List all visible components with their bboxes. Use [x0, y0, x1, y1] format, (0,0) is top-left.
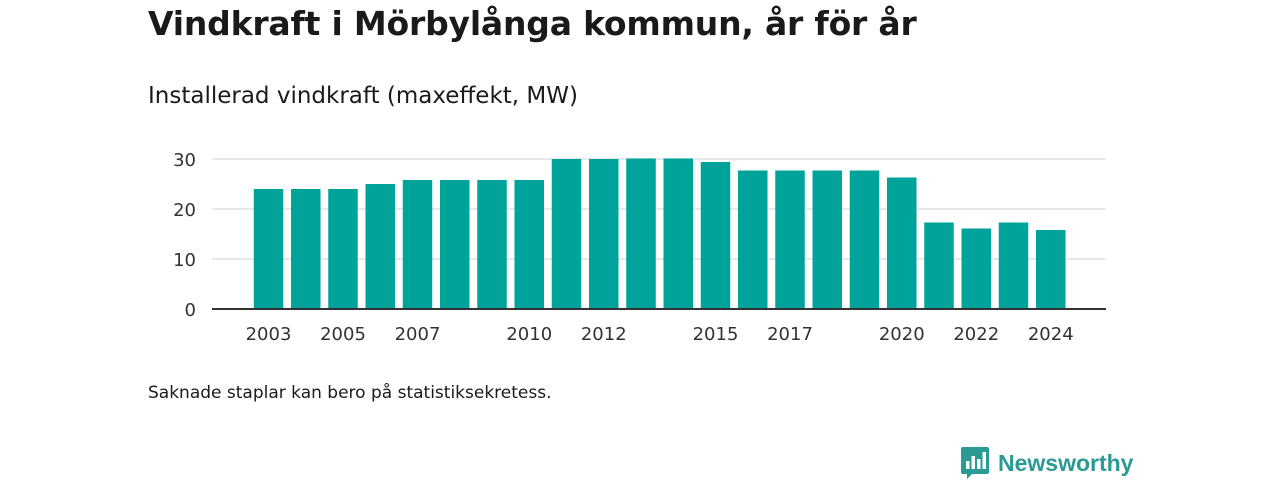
- gridlines: [212, 158, 1106, 260]
- bar-2011: [551, 159, 582, 309]
- bar-2009: [477, 180, 507, 309]
- bar-2020: [887, 177, 917, 309]
- bar-2012: [589, 159, 619, 309]
- bar-2006: [365, 184, 395, 309]
- bar-2016: [738, 170, 768, 309]
- footnote: Saknade staplar kan bero på statistiksek…: [148, 383, 552, 403]
- bar-2022: [961, 228, 991, 309]
- bar-2008: [440, 180, 470, 309]
- bar-2010: [514, 180, 544, 309]
- x-tick-label: 2003: [246, 324, 292, 345]
- y-tick-label: 30: [173, 150, 196, 171]
- x-tick-label: 2024: [1028, 324, 1074, 345]
- chart-title: Vindkraft i Mörbylånga kommun, år för år: [148, 4, 917, 43]
- x-tick-label: 2015: [693, 324, 739, 345]
- x-tick-label: 2007: [395, 324, 441, 345]
- chart-subtitle: Installerad vindkraft (maxeffekt, MW): [148, 83, 578, 109]
- brand-logo[interactable]: Newsworthy: [960, 446, 1133, 480]
- bar-2007: [402, 180, 433, 309]
- bars: [253, 158, 1066, 309]
- x-tick-label: 2017: [767, 324, 813, 345]
- bar-2014: [663, 158, 693, 309]
- x-tick-label: 2022: [953, 324, 999, 345]
- x-tick-labels: 2003 2005 2007 2010 2012 2015 2017 2020 2022 2024: [246, 324, 1074, 345]
- y-tick-label: 20: [173, 200, 196, 221]
- bar-2018: [812, 170, 842, 309]
- bar-2005: [328, 189, 358, 309]
- bar-2003: [253, 189, 284, 309]
- bar-2004: [291, 189, 321, 309]
- x-tick-label: 2005: [320, 324, 366, 345]
- y-tick-label: 10: [173, 250, 196, 271]
- bar-2021: [924, 222, 954, 309]
- bar-2017: [775, 170, 805, 309]
- x-tick-label: 2010: [506, 324, 552, 345]
- bar-2024: [1036, 230, 1066, 309]
- y-tick-label: 0: [185, 300, 196, 321]
- bar-2015: [700, 162, 731, 309]
- bar-2013: [626, 158, 656, 309]
- bar-chart-logo-icon: [961, 447, 989, 479]
- bar-2023: [998, 222, 1029, 309]
- bar-2019: [849, 170, 880, 309]
- brand-name: Newsworthy: [998, 449, 1134, 476]
- x-tick-label: 2012: [581, 324, 627, 345]
- x-tick-label: 2020: [879, 324, 925, 345]
- y-tick-labels: 0 10 20 30: [173, 150, 196, 321]
